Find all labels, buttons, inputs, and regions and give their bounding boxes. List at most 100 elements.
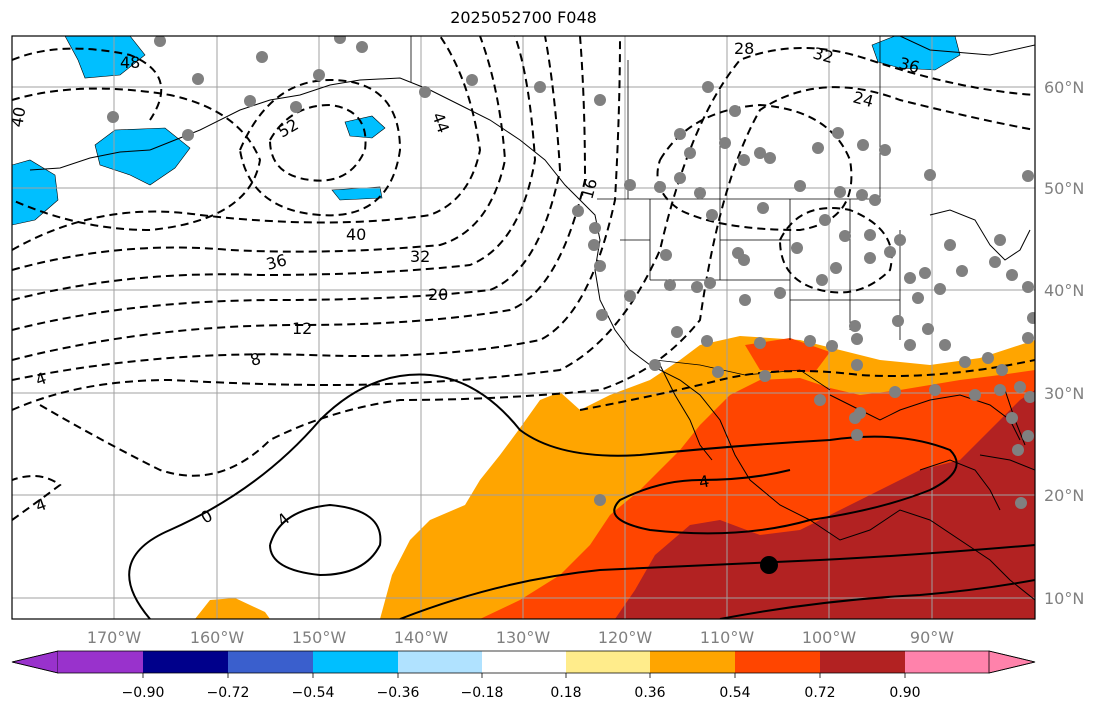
station-marker [894,234,906,246]
station-marker [812,142,824,154]
station-marker [334,36,346,44]
contour-label: 40 [7,105,29,128]
station-marker [912,292,924,304]
contour-label: 40 [346,225,366,244]
colorbar-segment [228,651,313,673]
station-marker [712,366,724,378]
coastline-gulf [829,394,1021,441]
contour-label: 16 [578,176,602,201]
station-marker [684,147,696,159]
contour-line [399,544,1035,619]
contour-line [12,36,587,361]
latitude-labels: 60°N 50°N 40°N 30°N 20°N 10°N [1044,78,1084,608]
station-marker [922,323,934,335]
contour-label: 24 [851,88,876,112]
station-marker [738,254,750,266]
station-marker [624,179,636,191]
station-marker [1022,332,1034,344]
station-marker [182,129,194,141]
contour-line [12,475,62,521]
contour-label: 48 [120,53,140,72]
station-marker [956,265,968,277]
center-marker [760,556,778,574]
station-marker [754,337,766,349]
colorbar-tick-label: 0.36 [634,685,665,701]
contour-label: 32 [811,44,836,68]
station-marker [892,315,904,327]
station-marker [594,94,606,106]
lon-label: 150°W [292,628,347,647]
station-marker [664,279,676,291]
contour-line [779,207,893,294]
station-marker [1024,391,1035,403]
station-marker [884,246,896,258]
colorbar-tick-label: 0.54 [719,685,750,701]
colorbar-tick-label: 0.72 [804,685,835,701]
station-marker [819,214,831,226]
station-marker [739,294,751,306]
colorbar-segment [143,651,228,673]
station-marker [466,74,478,86]
border-state [620,199,901,340]
contour-line [12,36,507,271]
station-marker [572,205,584,217]
contour-line [12,36,562,331]
contours-negative [12,36,1035,521]
station-marker [256,51,268,63]
station-marker [791,242,803,254]
field-orange-small [195,598,270,619]
colorbar-tick-label: −0.18 [461,685,504,701]
station-marker [857,139,869,151]
station-marker [959,356,971,368]
station-marker [1022,281,1034,293]
field-darkred [615,390,1035,619]
contour-labels: 48 40 52 44 28 32 36 24 16 40 36 32 20 1… [7,39,922,530]
station-marker [794,180,806,192]
station-marker [624,290,636,302]
station-marker [889,386,901,398]
station-marker [849,412,861,424]
coastline-aleutians [29,149,151,171]
station-marker [814,394,826,406]
map-border [11,35,1036,620]
station-marker [702,81,714,93]
station-marker [754,147,766,159]
colorbar-tick-label: −0.90 [122,685,165,701]
station-marker [839,230,851,242]
station-marker [851,333,863,345]
station-marker [764,152,776,164]
contour-label: 36 [264,250,289,274]
lon-label: 140°W [394,628,449,647]
negative-field [12,36,961,226]
contour-label: 36 [897,54,922,78]
lat-label: 10°N [1044,589,1084,608]
station-marker [934,283,946,295]
station-marker [1027,312,1035,324]
contour-line [12,47,1035,411]
station-marker [596,309,608,321]
colorbar-segment [735,651,820,673]
colorbar-segment [650,651,735,673]
coastline-alaska [149,77,1035,601]
colorbar-extend-low [11,650,59,674]
station-marker [929,384,941,396]
station-marker [588,239,600,251]
station-marker [759,370,771,382]
station-marker [534,81,546,93]
station-marker [589,222,601,234]
station-marker [674,128,686,140]
station-marker [654,181,666,193]
lon-label: 110°W [700,628,755,647]
blue-patch [12,159,59,226]
station-marker [1012,444,1024,456]
station-marker [919,267,931,279]
station-marker [774,287,786,299]
station-marker [869,194,881,206]
station-marker [832,127,844,139]
blue-patch [94,127,191,186]
station-marker [904,272,916,284]
colorbar-extend-high [988,650,1036,674]
contour-label: 8 [248,349,263,370]
contour-label: 20 [428,285,448,304]
contour-label: 28 [734,39,754,58]
